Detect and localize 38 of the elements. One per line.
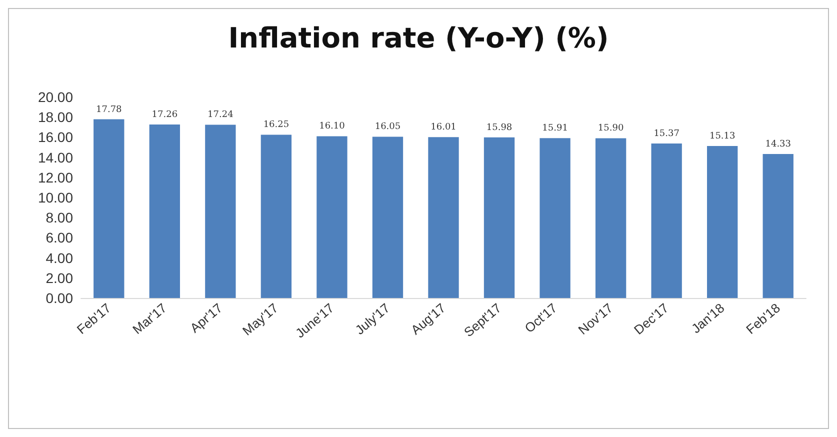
- data-label: 15.13: [709, 131, 736, 142]
- y-tick-label: 8.00: [46, 210, 74, 226]
- bar: [540, 138, 570, 298]
- bar: [149, 124, 180, 298]
- bar: [595, 138, 626, 298]
- data-label: 16.01: [430, 122, 456, 133]
- y-tick-label: 20.00: [38, 89, 74, 105]
- y-tick-label: 16.00: [38, 129, 74, 146]
- y-tick-label: 12.00: [38, 169, 74, 186]
- data-label: 17.24: [208, 110, 234, 120]
- data-label: 15.91: [542, 124, 568, 134]
- bar: [205, 124, 236, 298]
- y-tick-label: 0.00: [46, 290, 74, 306]
- y-tick-label: 14.00: [38, 149, 74, 166]
- data-label: 16.05: [374, 122, 401, 132]
- y-tick-label: 10.00: [38, 190, 74, 206]
- chart-title: Inflation rate (Y-o-Y) (%): [228, 22, 609, 54]
- data-label: 15.98: [486, 122, 512, 133]
- y-tick-label: 6.00: [46, 230, 74, 246]
- data-label: 16.10: [319, 122, 346, 132]
- bar: [762, 154, 794, 298]
- bar: [707, 146, 738, 298]
- data-label: 17.78: [96, 104, 122, 115]
- y-tick-label: 18.00: [38, 109, 74, 126]
- data-label: 14.33: [765, 139, 792, 150]
- bar: [372, 136, 404, 298]
- y-tick-label: 2.00: [46, 270, 74, 286]
- bar: [260, 134, 292, 298]
- bar: [484, 137, 515, 298]
- data-label: 15.90: [598, 124, 624, 134]
- bar: [428, 137, 459, 298]
- bar: [94, 119, 124, 298]
- data-label: 16.25: [263, 120, 290, 130]
- bar: [651, 144, 682, 298]
- y-tick-label: 4.00: [46, 250, 74, 266]
- bar: [316, 136, 348, 298]
- data-label: 15.37: [654, 129, 680, 140]
- data-label: 17.26: [152, 110, 178, 120]
